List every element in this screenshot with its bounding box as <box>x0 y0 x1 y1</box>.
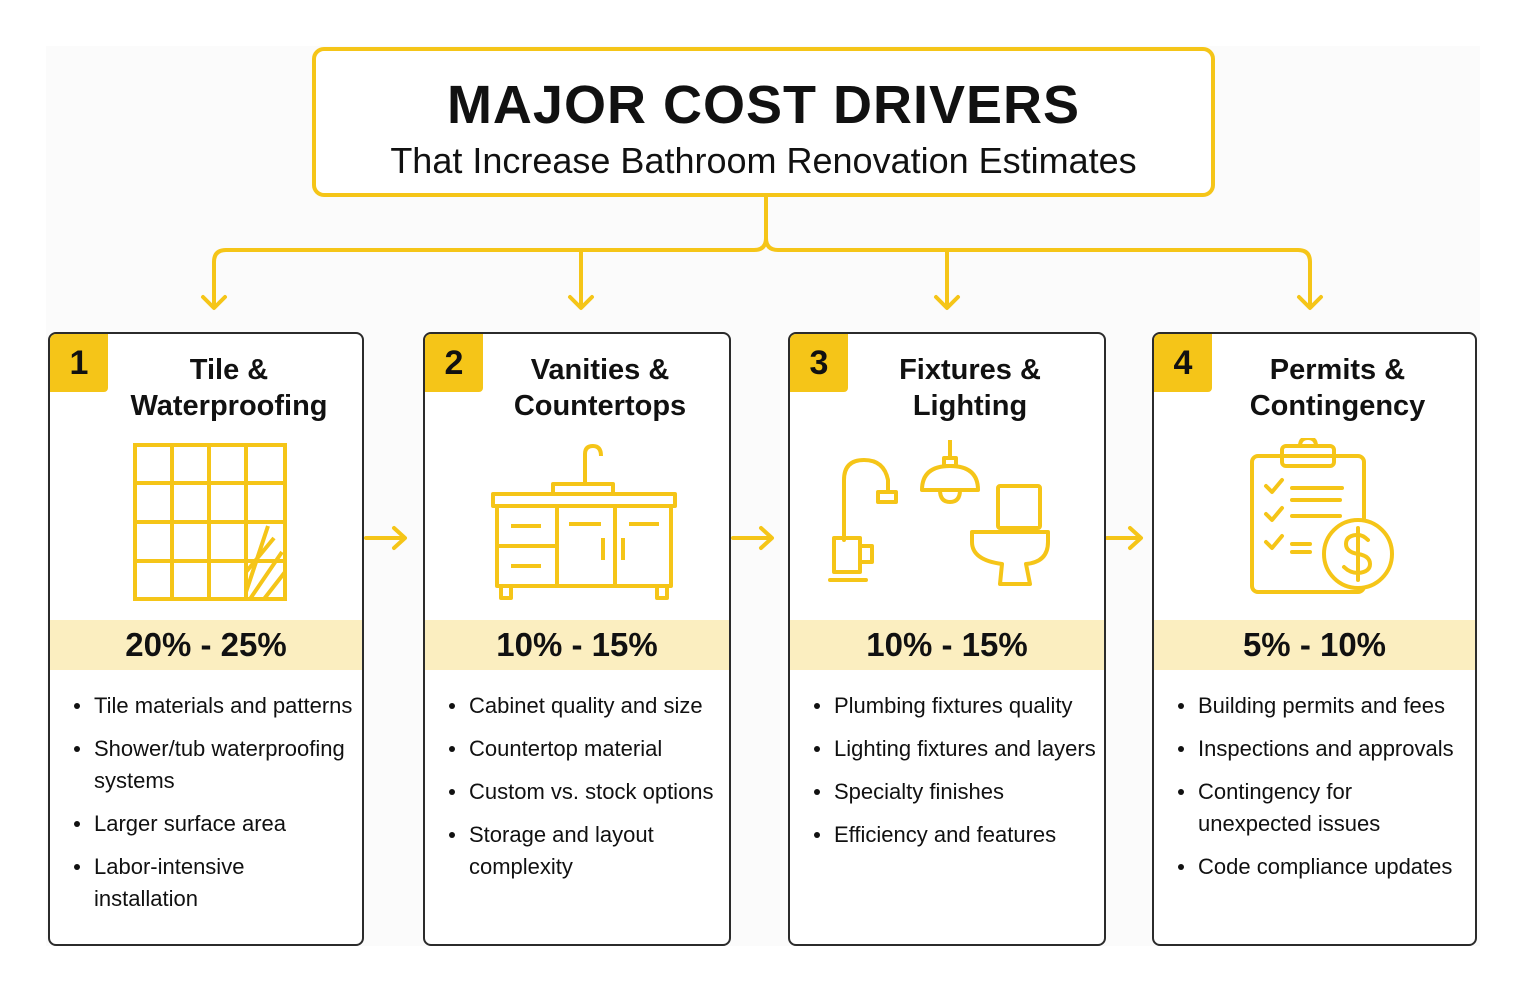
bullet-list: Building permits and fees Inspections an… <box>1174 690 1467 894</box>
page-title: MAJOR COST DRIVERS <box>446 75 1081 135</box>
percent-range: 10% - 15% <box>425 620 729 670</box>
cost-driver-card-tile: 1 Tile & Waterproofing 20% - 25% Tile ma… <box>48 332 364 946</box>
card-title-line: Waterproofing <box>130 390 328 422</box>
cost-driver-card-vanities: 2 Vanities & Countertops <box>423 332 731 946</box>
list-item: Efficiency and features <box>814 819 1096 851</box>
card-title-line: Permits & <box>1269 354 1406 386</box>
percent-range: 20% - 25% <box>50 620 362 670</box>
card-title-line: Countertops <box>513 390 687 422</box>
card-title-line: Fixtures & <box>899 354 1041 386</box>
card-title-line: Tile & <box>189 354 269 386</box>
card-title: Fixtures & Lighting <box>842 352 1098 424</box>
vanity-icon <box>491 444 677 600</box>
list-item: Code compliance updates <box>1178 851 1467 883</box>
card-title: Permits & Contingency <box>1206 352 1469 424</box>
list-item: Building permits and fees <box>1178 690 1467 722</box>
cost-driver-card-fixtures: 3 Fixtures & Lighting 10% - <box>788 332 1106 946</box>
card-number-badge: 3 <box>790 334 848 392</box>
fixtures-icon <box>828 440 1050 586</box>
card-title: Vanities & Countertops <box>477 352 723 424</box>
card-title: Tile & Waterproofing <box>102 352 356 424</box>
cost-driver-card-permits: 4 Permits & Contingency 5% - <box>1152 332 1477 946</box>
card-title-line: Lighting <box>912 390 1028 422</box>
list-item: Specialty finishes <box>814 776 1096 808</box>
list-item: Custom vs. stock options <box>449 776 721 808</box>
clipboard-dollar-icon <box>1250 438 1394 594</box>
card-icon-area <box>425 434 729 614</box>
card-title-line: Vanities & <box>530 354 670 386</box>
list-item: Labor-intensive installation <box>74 851 354 915</box>
list-item: Contingency for unexpected issues <box>1178 776 1467 840</box>
list-item: Plumbing fixtures quality <box>814 690 1096 722</box>
list-item: Storage and layout complexity <box>449 819 721 883</box>
title-box: MAJOR COST DRIVERS That Increase Bathroo… <box>312 47 1215 197</box>
tile-grid-icon <box>133 443 287 601</box>
page-subtitle: That Increase Bathroom Renovation Estima… <box>390 140 1137 181</box>
list-item: Inspections and approvals <box>1178 733 1467 765</box>
bullet-list: Plumbing fixtures quality Lighting fixtu… <box>810 690 1096 862</box>
list-item: Lighting fixtures and layers <box>814 733 1096 765</box>
bullet-list: Tile materials and patterns Shower/tub w… <box>70 690 354 926</box>
card-number-badge: 2 <box>425 334 483 392</box>
card-number-badge: 4 <box>1154 334 1212 392</box>
list-item: Tile materials and patterns <box>74 690 354 722</box>
card-icon-area <box>1154 434 1475 614</box>
card-icon-area <box>790 434 1104 614</box>
percent-range: 5% - 10% <box>1154 620 1475 670</box>
percent-range: 10% - 15% <box>790 620 1104 670</box>
list-item: Countertop material <box>449 733 721 765</box>
faucet-icon <box>842 458 890 542</box>
card-title-line: Contingency <box>1249 390 1426 422</box>
list-item: Shower/tub waterproofing systems <box>74 733 354 797</box>
list-item: Cabinet quality and size <box>449 690 721 722</box>
card-icon-area <box>50 434 362 614</box>
bullet-list: Cabinet quality and size Countertop mate… <box>445 690 721 894</box>
card-number-badge: 1 <box>50 334 108 392</box>
list-item: Larger surface area <box>74 808 354 840</box>
